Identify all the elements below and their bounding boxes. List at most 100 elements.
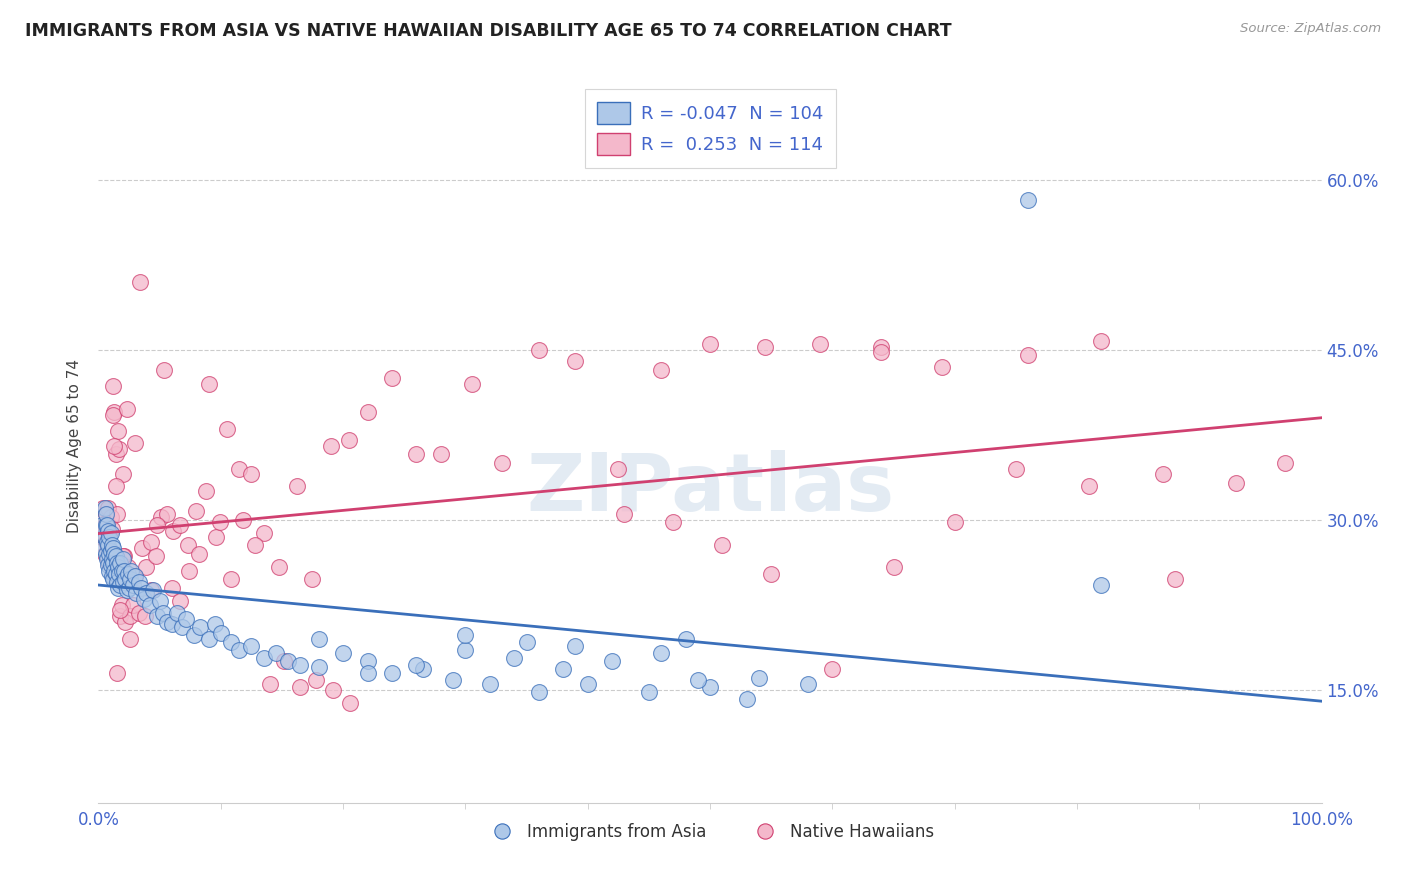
Point	[100, 544, 122, 558]
Point	[125, 586, 148, 600]
Point	[208, 515, 231, 529]
Point	[412, 662, 434, 676]
Point	[117, 560, 139, 574]
Point	[101, 522, 124, 536]
Point	[101, 572, 124, 586]
Text: IMMIGRANTS FROM ASIA VS NATIVE HAWAIIAN DISABILITY AGE 65 TO 74 CORRELATION CHAR: IMMIGRANTS FROM ASIA VS NATIVE HAWAIIAN …	[25, 22, 952, 40]
Point	[110, 603, 132, 617]
Point	[166, 606, 188, 620]
Point	[808, 337, 831, 351]
Point	[183, 628, 205, 642]
Point	[686, 673, 709, 688]
Point	[96, 518, 118, 533]
Point	[515, 635, 537, 649]
Point	[176, 612, 198, 626]
Point	[105, 556, 128, 570]
Point	[1078, 478, 1101, 492]
Point	[290, 657, 312, 672]
Point	[128, 606, 150, 620]
Point	[650, 363, 672, 377]
Point	[118, 581, 141, 595]
Point	[553, 662, 575, 676]
Point	[252, 650, 274, 665]
Point	[273, 654, 295, 668]
Point	[405, 447, 427, 461]
Point	[129, 581, 152, 595]
Point	[607, 461, 630, 475]
Point	[305, 673, 328, 688]
Point	[124, 569, 146, 583]
Point	[564, 354, 586, 368]
Point	[93, 501, 115, 516]
Point	[111, 467, 134, 482]
Point	[97, 501, 120, 516]
Point	[711, 537, 734, 551]
Point	[131, 541, 153, 555]
Point	[162, 524, 184, 538]
Text: ZIPatlas: ZIPatlas	[526, 450, 894, 528]
Point	[883, 560, 905, 574]
Point	[103, 439, 125, 453]
Point	[301, 572, 323, 586]
Point	[103, 564, 125, 578]
Point	[129, 275, 152, 289]
Point	[332, 646, 354, 660]
Point	[107, 569, 129, 583]
Point	[96, 535, 118, 549]
Point	[94, 535, 117, 549]
Point	[101, 558, 124, 572]
Point	[735, 691, 758, 706]
Point	[101, 537, 124, 551]
Point	[1017, 348, 1039, 362]
Point	[931, 359, 953, 374]
Point	[96, 515, 118, 529]
Point	[1090, 334, 1112, 348]
Point	[94, 507, 117, 521]
Point	[240, 640, 263, 654]
Point	[285, 478, 308, 492]
Point	[98, 530, 121, 544]
Point	[146, 608, 169, 623]
Point	[699, 337, 721, 351]
Point	[98, 556, 121, 570]
Point	[149, 594, 172, 608]
Point	[105, 507, 128, 521]
Point	[120, 632, 142, 646]
Point	[943, 515, 966, 529]
Point	[146, 518, 169, 533]
Point	[114, 572, 136, 586]
Point	[322, 682, 344, 697]
Point	[103, 547, 125, 561]
Point	[120, 608, 142, 623]
Point	[139, 535, 162, 549]
Point	[142, 582, 165, 597]
Point	[1164, 572, 1187, 586]
Point	[112, 564, 135, 578]
Point	[108, 566, 131, 581]
Point	[107, 560, 129, 574]
Point	[1152, 467, 1174, 482]
Point	[121, 598, 143, 612]
Point	[94, 507, 117, 521]
Point	[797, 677, 820, 691]
Point	[91, 518, 114, 533]
Point	[139, 582, 162, 597]
Y-axis label: Disability Age 65 to 74: Disability Age 65 to 74	[67, 359, 83, 533]
Point	[97, 541, 120, 555]
Point	[243, 537, 266, 551]
Point	[209, 626, 232, 640]
Point	[139, 598, 162, 612]
Point	[97, 524, 120, 538]
Point	[121, 578, 143, 592]
Point	[675, 632, 697, 646]
Point	[169, 594, 191, 608]
Point	[111, 564, 134, 578]
Point	[100, 526, 122, 541]
Point	[177, 564, 200, 578]
Point	[454, 628, 477, 642]
Point	[153, 363, 176, 377]
Point	[1004, 461, 1026, 475]
Point	[169, 518, 191, 533]
Point	[308, 660, 330, 674]
Point	[186, 503, 208, 517]
